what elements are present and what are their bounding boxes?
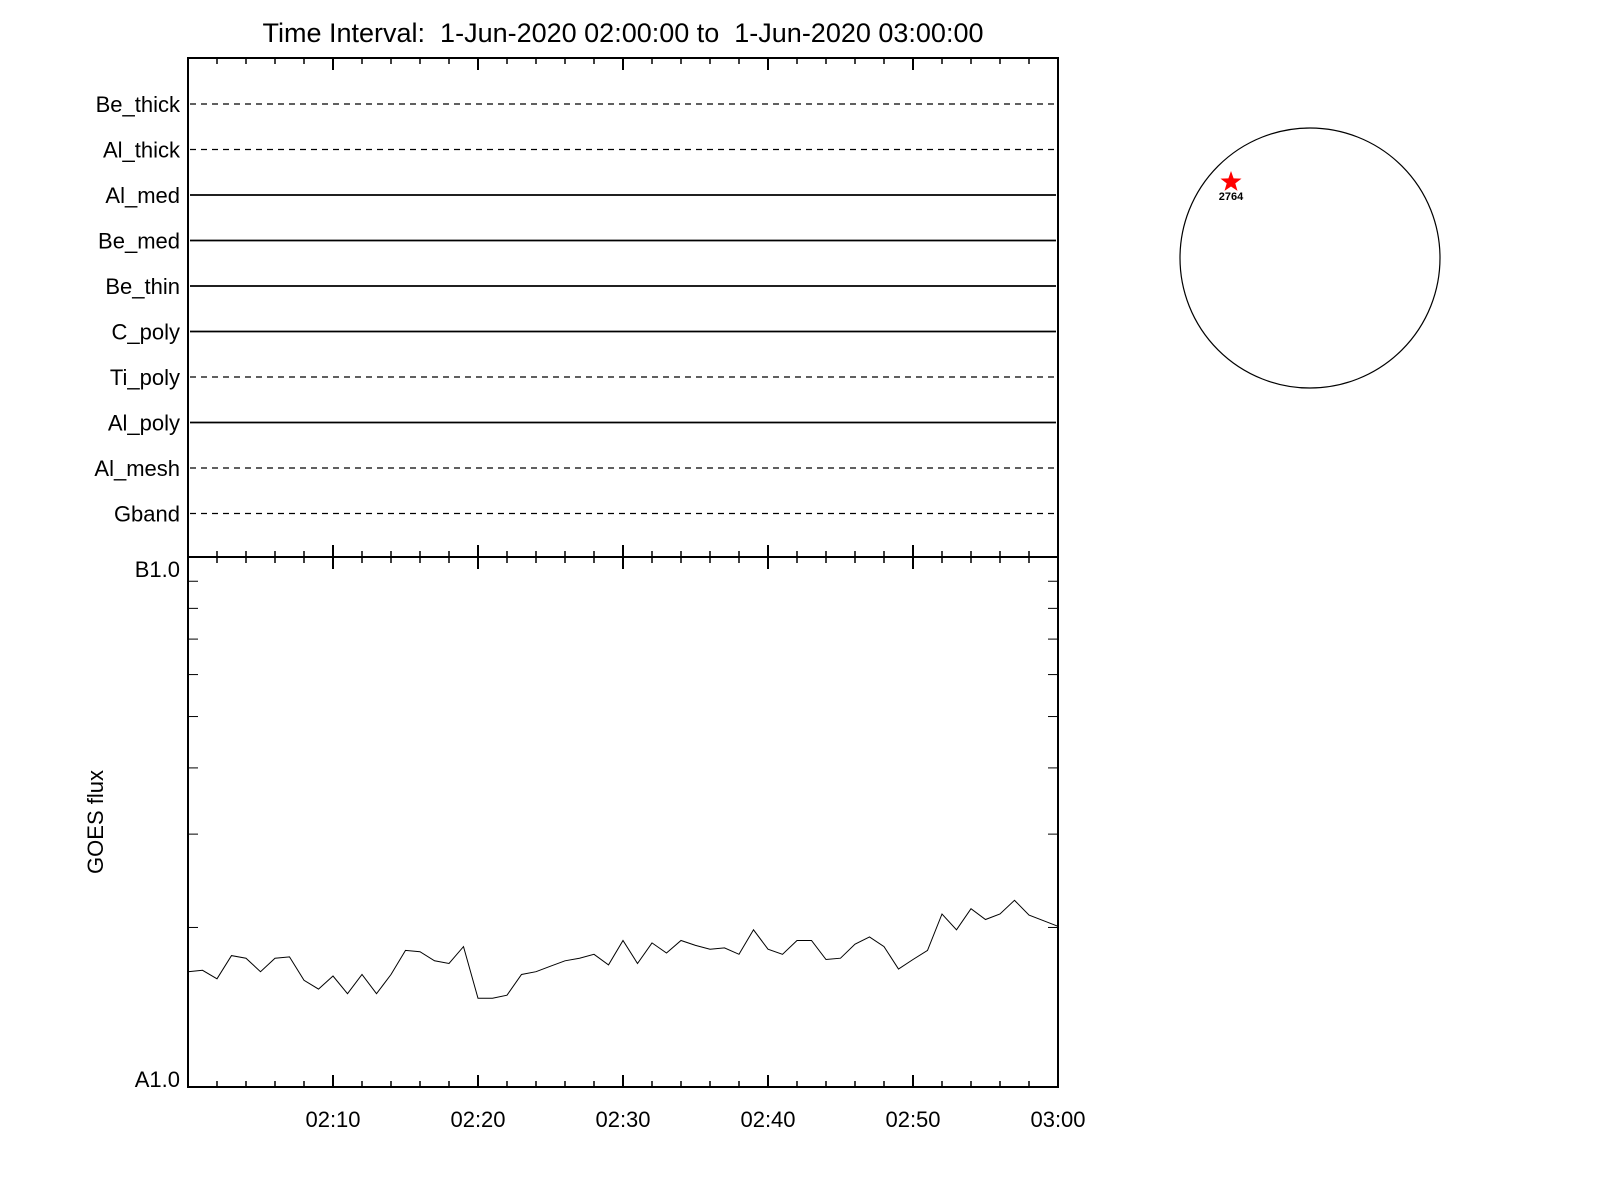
channel-label: Al_mesh [94, 456, 180, 481]
y-axis-label: GOES flux [83, 770, 108, 874]
channel-label: Be_thick [96, 92, 181, 117]
y-tick-label-top: B1.0 [135, 557, 180, 582]
y-tick-label-bottom: A1.0 [135, 1067, 180, 1092]
solar-limb [1179, 127, 1441, 389]
x-tick-label: 02:30 [595, 1107, 650, 1132]
goes-flux-panel: B1.0 A1.0 GOES flux 02:10 02:20 02:30 02:40… [83, 58, 1086, 1132]
lower-panel-frame [187, 556, 1059, 1088]
filter-channel-panel: Be_thick Al_thick Al_med Be_med Be_thin C_pol… [94, 57, 1059, 558]
solar-disk: 2764 [1179, 127, 1441, 389]
active-region-label: 2764 [1219, 191, 1244, 203]
x-tick-label: 02:50 [885, 1107, 940, 1132]
channel-label: Al_poly [108, 411, 180, 436]
x-tick-label: 02:20 [450, 1107, 505, 1132]
channel-label: Al_thick [103, 138, 181, 163]
x-tick-label: 02:10 [305, 1107, 360, 1132]
channel-label: Be_thin [105, 274, 180, 299]
x-tick-label: 02:40 [740, 1107, 795, 1132]
upper-panel-frame [187, 57, 1059, 558]
x-tick-label: 03:00 [1030, 1107, 1085, 1132]
channel-label: Gband [114, 502, 180, 527]
channel-label: Al_med [105, 183, 180, 208]
channel-label: C_poly [112, 320, 180, 345]
chart-title: Time Interval: 1-Jun-2020 02:00:00 to 1-… [263, 18, 984, 48]
active-region-star-icon [1220, 171, 1242, 191]
goes-flux-line [187, 899, 1059, 999]
channel-label: Be_med [98, 229, 180, 254]
channel-label: Ti_poly [110, 365, 180, 390]
